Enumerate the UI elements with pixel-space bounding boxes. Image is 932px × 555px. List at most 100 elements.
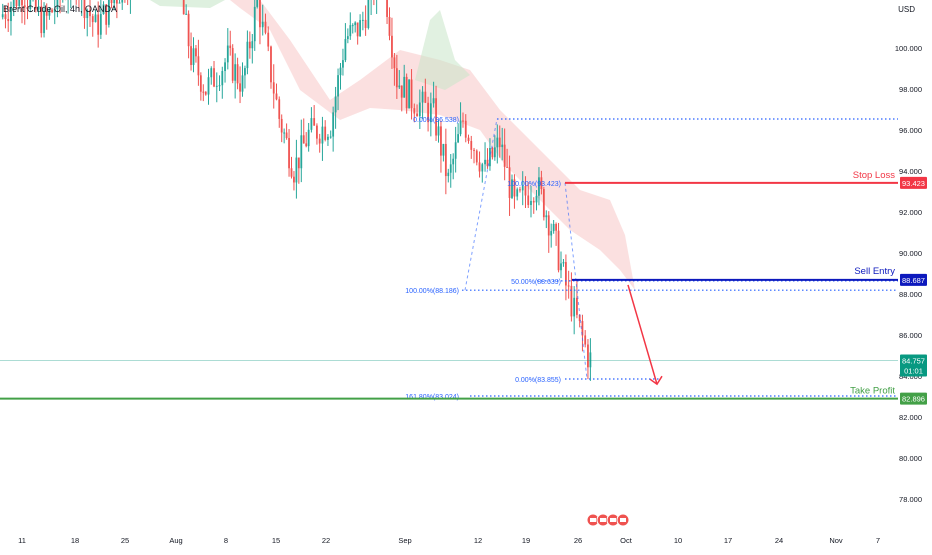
candle-body (12, 0, 15, 7)
candle-body (37, 6, 40, 10)
candle-body (581, 321, 584, 336)
x-tick-label: 8 (224, 536, 228, 545)
candle-body (221, 71, 224, 86)
candle-body (444, 143, 447, 177)
candle-body (454, 142, 457, 159)
candle-body (470, 141, 473, 150)
x-tick-label: 25 (121, 536, 129, 545)
candle-body (386, 0, 388, 17)
candle-body (202, 91, 205, 93)
x-tick-label: 12 (474, 536, 482, 545)
candle-body (91, 16, 94, 23)
candle-body (427, 102, 429, 123)
stop-loss-tag-value: 93.423 (902, 179, 925, 188)
candle-body (367, 0, 370, 28)
y-tick-label: 94.000 (899, 167, 922, 176)
candle-body (519, 189, 521, 191)
candle-body (248, 41, 251, 49)
candle-body (501, 144, 504, 148)
candle-body (283, 132, 286, 134)
candle-body (535, 195, 538, 203)
candle-body (215, 85, 218, 87)
candle-body (545, 215, 548, 218)
candle-body (229, 45, 232, 49)
candle-body (51, 9, 53, 13)
currency-label: USD (898, 5, 915, 14)
candle-body (524, 186, 527, 196)
candle-body (354, 22, 357, 26)
candle-body (256, 0, 259, 7)
candle-body (259, 0, 261, 28)
chart-title: Brent Crude Oil, 4h, OANDA (3, 4, 118, 14)
candle-body (339, 67, 342, 76)
candle-body (110, 0, 113, 4)
candle-body (324, 126, 327, 140)
candle-body (435, 98, 437, 136)
x-tick-label: 11 (18, 536, 26, 545)
candle-body (102, 4, 105, 15)
x-tick-label: 15 (272, 536, 280, 545)
candle-body (421, 91, 424, 103)
candle-body (521, 186, 524, 191)
projection-arrow-head (649, 375, 663, 386)
candle-body (547, 215, 550, 236)
fib-level-label: 100.00%(88.186) (405, 288, 459, 295)
candle-body (185, 13, 188, 15)
fib-trend-line (464, 118, 498, 291)
candle-body (187, 13, 190, 47)
candle-body (498, 137, 501, 148)
candle-body (305, 143, 308, 147)
candle-body (7, 18, 10, 22)
candle-body (313, 118, 316, 126)
sell-entry-tag (900, 273, 927, 286)
candle-body (26, 7, 29, 9)
candle-body (410, 79, 413, 109)
y-tick-label: 92.000 (899, 208, 922, 217)
fib-level-label: 100.00%(93.423) (507, 181, 561, 188)
candle-body (486, 159, 489, 167)
candle-body (457, 134, 459, 143)
take-profit-label: Take Profit (850, 386, 895, 397)
candle-body (388, 16, 391, 36)
candle-body (285, 132, 288, 139)
sell-entry-label: Sell Entry (854, 266, 895, 277)
candle-body (29, 0, 32, 9)
candle-body (364, 19, 367, 28)
candle-body (218, 85, 221, 87)
candle-body (251, 41, 254, 49)
candle-body (416, 113, 418, 117)
candle-body (113, 0, 116, 4)
candle-body (195, 48, 197, 57)
candle-body (464, 120, 467, 138)
fib-level-label: 0.00%(83.855) (515, 377, 561, 384)
candle-body (316, 125, 318, 139)
candle-body (478, 162, 481, 172)
candle-body (107, 0, 110, 25)
candle-body (182, 0, 185, 15)
candle-body (234, 64, 237, 81)
y-tick-label: 84.000 (899, 372, 922, 381)
candle-body (295, 157, 298, 183)
candle-body (395, 68, 398, 88)
candle-body (391, 35, 393, 58)
candle-body (190, 46, 192, 65)
y-tick-label: 100.000 (895, 44, 922, 53)
candle-body (532, 200, 535, 203)
candle-body (105, 4, 108, 25)
candle-body (346, 36, 349, 40)
candle-body (356, 22, 359, 37)
candle-body (418, 102, 421, 117)
candle-body (513, 179, 516, 197)
candle-body (86, 10, 89, 19)
candle-body (449, 164, 452, 173)
candle-body (197, 56, 200, 76)
candle-body (440, 126, 442, 156)
economic-events-icon[interactable] (587, 513, 631, 527)
candle-body (300, 135, 303, 169)
candle-body (267, 32, 270, 47)
candle-body (413, 108, 416, 114)
candle-body (508, 167, 511, 198)
